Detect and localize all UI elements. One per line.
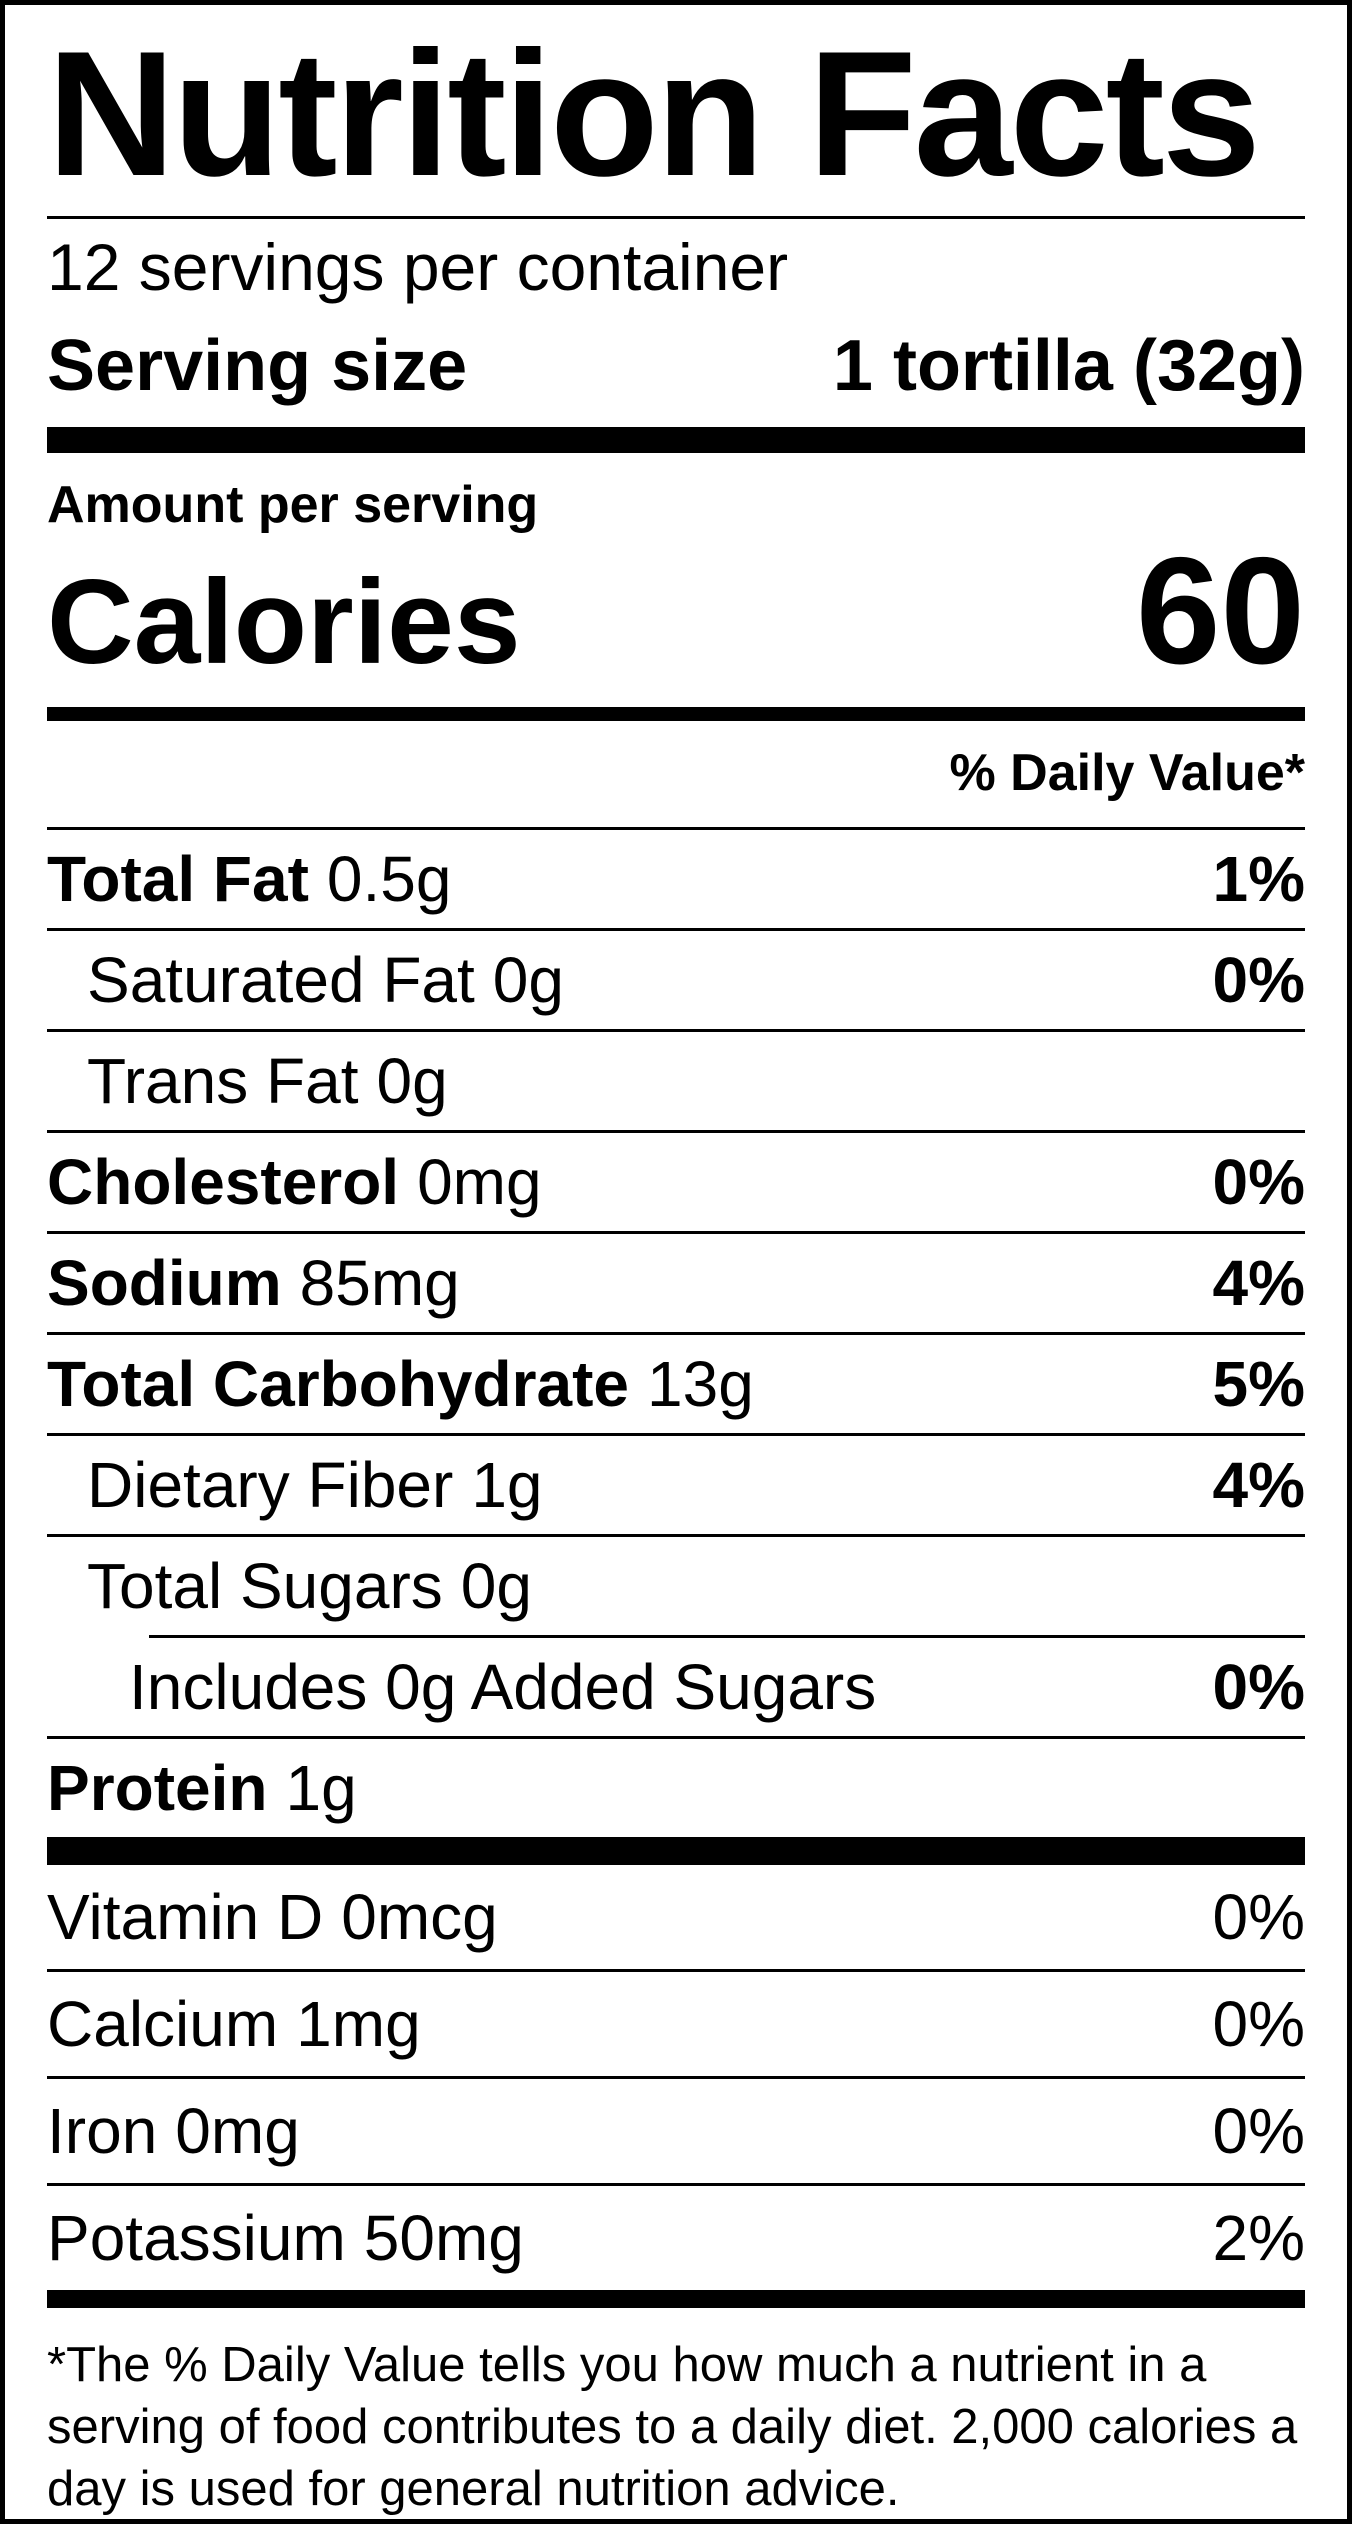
micro-row-calcium: Calcium 1mg 0% [47, 1972, 1305, 2076]
label-title: Nutrition Facts [47, 14, 1261, 213]
nutrient-dv: 0% [1212, 2095, 1306, 2167]
nutrient-dv: 1% [1212, 843, 1306, 915]
nutrient-row-cholesterol: Cholesterol 0mg 0% [47, 1133, 1305, 1231]
daily-value-header: % Daily Value* [949, 744, 1305, 802]
nutrient-amount: 1g [285, 1752, 357, 1824]
nutrient-name: Calcium [47, 1988, 279, 2060]
divider [47, 2183, 1305, 2186]
nutrient-name: Cholesterol [47, 1146, 400, 1218]
calories-value: 60 [1135, 526, 1305, 696]
nutrient-dv: 0% [1212, 944, 1306, 1016]
nutrient-row-total-fat: Total Fat 0.5g 1% [47, 830, 1305, 928]
nutrient-dv: 4% [1212, 1247, 1306, 1319]
divider [47, 1736, 1305, 1739]
nutrient-row-protein: Protein 1g [47, 1739, 1305, 1837]
nutrient-name: Sodium [47, 1247, 282, 1319]
calories-row: Calories 60 [47, 535, 1305, 707]
nutrient-dv: 5% [1212, 1348, 1306, 1420]
nutrient-amount: 1mg [296, 1988, 421, 2060]
nutrient-name: Potassium [47, 2202, 346, 2274]
serving-size-value: 1 tortilla (32g) [832, 326, 1305, 406]
divider [47, 1433, 1305, 1436]
serving-size-label: Serving size [47, 326, 468, 406]
nutrient-row-dietary-fiber: Dietary Fiber 1g 4% [47, 1436, 1305, 1534]
nutrient-row-added-sugars: Includes 0g Added Sugars 0% [47, 1638, 1305, 1736]
servings-per-container: 12 servings per container [47, 230, 789, 304]
micro-row-vitamin-d: Vitamin D 0mcg 0% [47, 1865, 1305, 1969]
divider-indented [149, 1635, 1305, 1638]
nutrient-name: Saturated Fat [87, 944, 475, 1016]
nutrient-amount: 0mg [175, 2095, 300, 2167]
nutrient-dv: 0% [1212, 1881, 1306, 1953]
section-bar-top [47, 427, 1305, 453]
footnote: *The % Daily Value tells you how much a … [47, 2338, 1298, 2516]
nutrient-row-trans-fat: Trans Fat 0g [47, 1032, 1305, 1130]
serving-size-row: Serving size 1 tortilla (32g) [47, 315, 1305, 417]
nutrient-dv: 4% [1212, 1449, 1306, 1521]
nutrient-amount: 0.5g [326, 843, 452, 915]
nutrient-amount: 0g [492, 944, 564, 1016]
divider [47, 2076, 1305, 2079]
nutrient-row-saturated-fat: Saturated Fat 0g 0% [47, 931, 1305, 1029]
nutrient-name: Dietary Fiber [87, 1449, 454, 1521]
title-divider [47, 216, 1305, 219]
divider [47, 1029, 1305, 1032]
nutrient-dv: 0% [1212, 1988, 1306, 2060]
nutrient-amount: 0g [460, 1550, 532, 1622]
divider [47, 928, 1305, 931]
nutrient-name: Protein [47, 1752, 268, 1824]
divider [47, 827, 1305, 830]
section-bar-footnote [47, 2290, 1305, 2308]
nutrient-amount: 50mg [363, 2202, 524, 2274]
nutrient-dv: 2% [1212, 2202, 1306, 2274]
divider [47, 1969, 1305, 1972]
calories-label: Calories [47, 555, 521, 689]
nutrient-name: Trans Fat [87, 1045, 359, 1117]
divider [47, 1534, 1305, 1537]
nutrient-name: Total Sugars [87, 1550, 443, 1622]
micro-row-iron: Iron 0mg 0% [47, 2079, 1305, 2183]
micro-row-potassium: Potassium 50mg 2% [47, 2186, 1305, 2290]
nutrient-name: Total Fat [47, 843, 309, 915]
nutrient-name: Vitamin D [47, 1881, 324, 1953]
nutrient-row-total-sugars: Total Sugars 0g [47, 1537, 1305, 1635]
nutrient-row-total-carbohydrate: Total Carbohydrate 13g 5% [47, 1335, 1305, 1433]
nutrient-amount: 0mg [417, 1146, 542, 1218]
section-bar-micronutrients [47, 1837, 1305, 1865]
nutrient-amount: 1g [471, 1449, 543, 1521]
nutrient-amount: 13g [647, 1348, 754, 1420]
section-bar-calories [47, 707, 1305, 721]
amount-per-serving: Amount per serving [47, 476, 539, 534]
nutrient-name: Includes 0g Added Sugars [129, 1651, 877, 1723]
nutrient-name: Iron [47, 2095, 158, 2167]
divider [47, 1130, 1305, 1133]
nutrient-amount: 0g [376, 1045, 448, 1117]
nutrient-dv: 0% [1212, 1651, 1306, 1723]
nutrient-dv: 0% [1212, 1146, 1306, 1218]
nutrient-amount: 85mg [299, 1247, 460, 1319]
nutrient-row-sodium: Sodium 85mg 4% [47, 1234, 1305, 1332]
divider [47, 1231, 1305, 1234]
divider [47, 1332, 1305, 1335]
nutrient-name: Total Carbohydrate [47, 1348, 629, 1420]
nutrient-amount: 0mcg [341, 1881, 498, 1953]
